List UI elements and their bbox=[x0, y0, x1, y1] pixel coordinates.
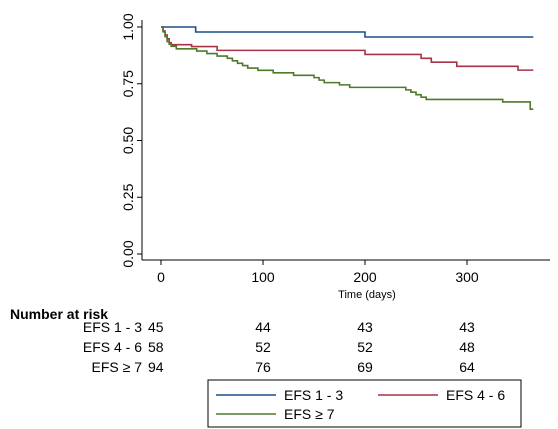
legend: EFS 1 - 3 EFS 4 - 6 EFS ≥ 7 bbox=[207, 379, 522, 428]
y-ticks: 0.00 0.25 0.50 0.75 1.00 bbox=[120, 13, 142, 268]
risk-value: 43 bbox=[357, 319, 373, 335]
series-line-2 bbox=[161, 26, 534, 71]
risk-table: Number at risk EFS 1 - 3 45 44 43 43 EFS 4 - … bbox=[10, 306, 475, 375]
legend-box bbox=[207, 379, 522, 428]
y-tick-label: 0.25 bbox=[120, 183, 136, 210]
axes: 0.00 0.25 0.50 0.75 1.00 0 100 200 300 Time (da… bbox=[120, 13, 550, 301]
risk-value: 58 bbox=[148, 339, 164, 355]
risk-value: 76 bbox=[255, 359, 271, 375]
y-tick-label: 0.50 bbox=[120, 127, 136, 154]
risk-value: 52 bbox=[255, 339, 271, 355]
risk-value: 45 bbox=[148, 319, 164, 335]
legend-label: EFS 1 - 3 bbox=[284, 387, 343, 403]
x-tick-label: 0 bbox=[157, 269, 165, 285]
risk-row-label: EFS 1 - 3 bbox=[83, 319, 142, 335]
y-tick-label: 0.00 bbox=[120, 240, 136, 267]
y-tick-label: 0.75 bbox=[120, 70, 136, 97]
x-axis-title: Time (days) bbox=[338, 289, 396, 301]
x-ticks: 0 100 200 300 bbox=[157, 260, 479, 285]
risk-row-label: EFS 4 - 6 bbox=[83, 339, 142, 355]
x-tick-label: 100 bbox=[251, 269, 275, 285]
risk-value: 64 bbox=[459, 359, 475, 375]
x-tick-label: 300 bbox=[455, 269, 479, 285]
risk-value: 94 bbox=[148, 359, 164, 375]
legend-items: EFS 1 - 3 EFS 4 - 6 EFS ≥ 7 bbox=[216, 387, 505, 422]
risk-value: 52 bbox=[357, 339, 373, 355]
legend-label: EFS ≥ 7 bbox=[284, 406, 335, 422]
risk-value: 44 bbox=[255, 319, 271, 335]
series-line-1 bbox=[161, 26, 534, 38]
legend-label: EFS 4 - 6 bbox=[446, 387, 505, 403]
y-tick-label: 1.00 bbox=[120, 13, 136, 40]
risk-value: 43 bbox=[459, 319, 475, 335]
series-line-3 bbox=[161, 26, 534, 110]
series-layer bbox=[161, 26, 534, 110]
risk-table-title: Number at risk bbox=[10, 306, 108, 322]
risk-value: 48 bbox=[459, 339, 475, 355]
x-tick-label: 200 bbox=[353, 269, 377, 285]
risk-value: 69 bbox=[357, 359, 373, 375]
risk-row-label: EFS ≥ 7 bbox=[92, 359, 143, 375]
risk-rows: EFS 1 - 3 45 44 43 43 EFS 4 - 6 58 52 52 48 EFS ≥ … bbox=[83, 319, 475, 375]
